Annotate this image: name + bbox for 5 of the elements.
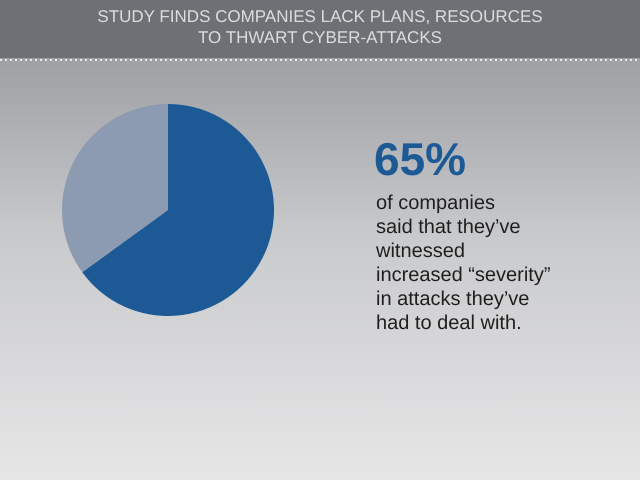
pie-slice <box>82 104 274 316</box>
text: of companies said that they’ve witnessed increased “severity” in attacks they’ve had to deal with. <box>375 192 551 334</box>
pie-slice <box>62 104 168 272</box>
text: STUDY FINDS COMPANIES LACK PLANS, RESOURCES TO THWART CYBER-ATTACKS <box>97 7 543 47</box>
text: 65% <box>374 133 466 185</box>
